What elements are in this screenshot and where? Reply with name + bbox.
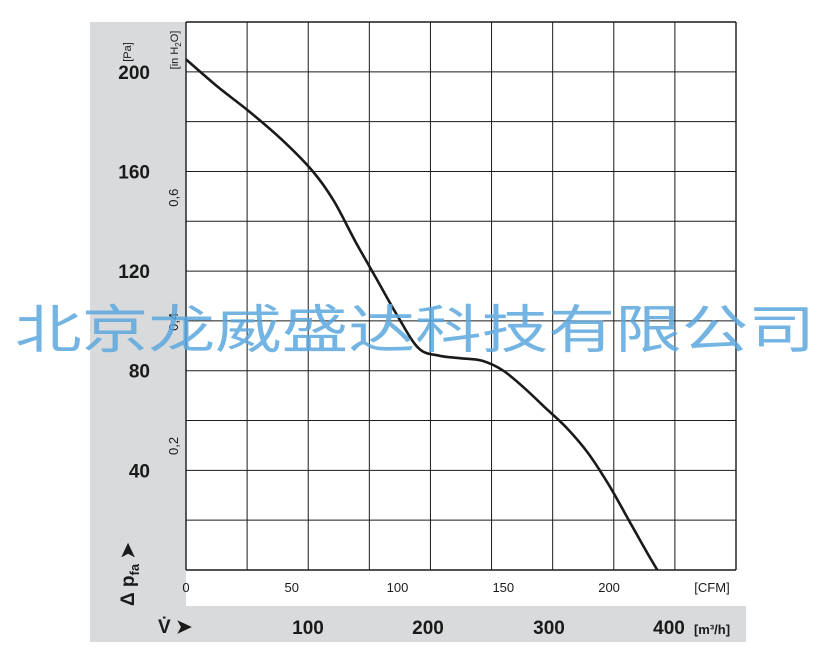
x-secondary-unit: [m³/h]	[694, 622, 730, 637]
x-secondary-tick-label: 300	[533, 618, 565, 639]
y-inner-tick-label: 0,6	[166, 189, 181, 207]
y-tick-label: 200	[118, 63, 150, 84]
x-tick-label: 100	[387, 580, 409, 595]
y-tick-label: 160	[118, 162, 150, 183]
y-tick-label: 80	[129, 362, 150, 383]
y-axis-unit: [Pa]	[122, 42, 134, 62]
y-axis-symbol-subscript: fa	[127, 563, 142, 575]
x-tick-label: 50	[285, 580, 299, 595]
left-axis-band	[90, 22, 186, 642]
y-axis-symbol: Δ pfa ➤	[118, 543, 142, 606]
y-axis-arrow: ➤	[118, 543, 139, 564]
y-inner-tick-label: 0,4	[166, 313, 181, 331]
x-secondary-symbol: V̇ ➤	[158, 616, 192, 638]
y-tick-label: 40	[129, 461, 150, 482]
x-secondary-tick-label: 100	[292, 618, 324, 639]
y-inner-unit-sub: 2	[174, 42, 183, 47]
y-inner-tick-label: 0,2	[166, 437, 181, 455]
y-tick-label: 120	[118, 262, 150, 283]
y-inner-unit-main: [in H	[169, 47, 181, 70]
grid	[185, 21, 737, 571]
bottom-axis-band	[90, 606, 746, 642]
x-secondary-tick-label: 400	[653, 618, 685, 639]
x-tick-label: 150	[492, 580, 514, 595]
y-inner-unit-end: O]	[169, 31, 181, 43]
x-tick-label: 0	[182, 580, 189, 595]
x-tick-label: 200	[598, 580, 620, 595]
x-secondary-tick-label: 200	[412, 618, 444, 639]
plot-area	[186, 22, 736, 570]
y-inner-axis-unit: [in H2O]	[169, 31, 183, 70]
x-axis-unit: [CFM]	[694, 580, 729, 595]
y-axis-symbol-main: Δ p	[118, 575, 139, 606]
watermark-text: 北京龙威盛达科技有限公司	[15, 301, 815, 361]
fan-curve-line	[186, 58, 659, 570]
